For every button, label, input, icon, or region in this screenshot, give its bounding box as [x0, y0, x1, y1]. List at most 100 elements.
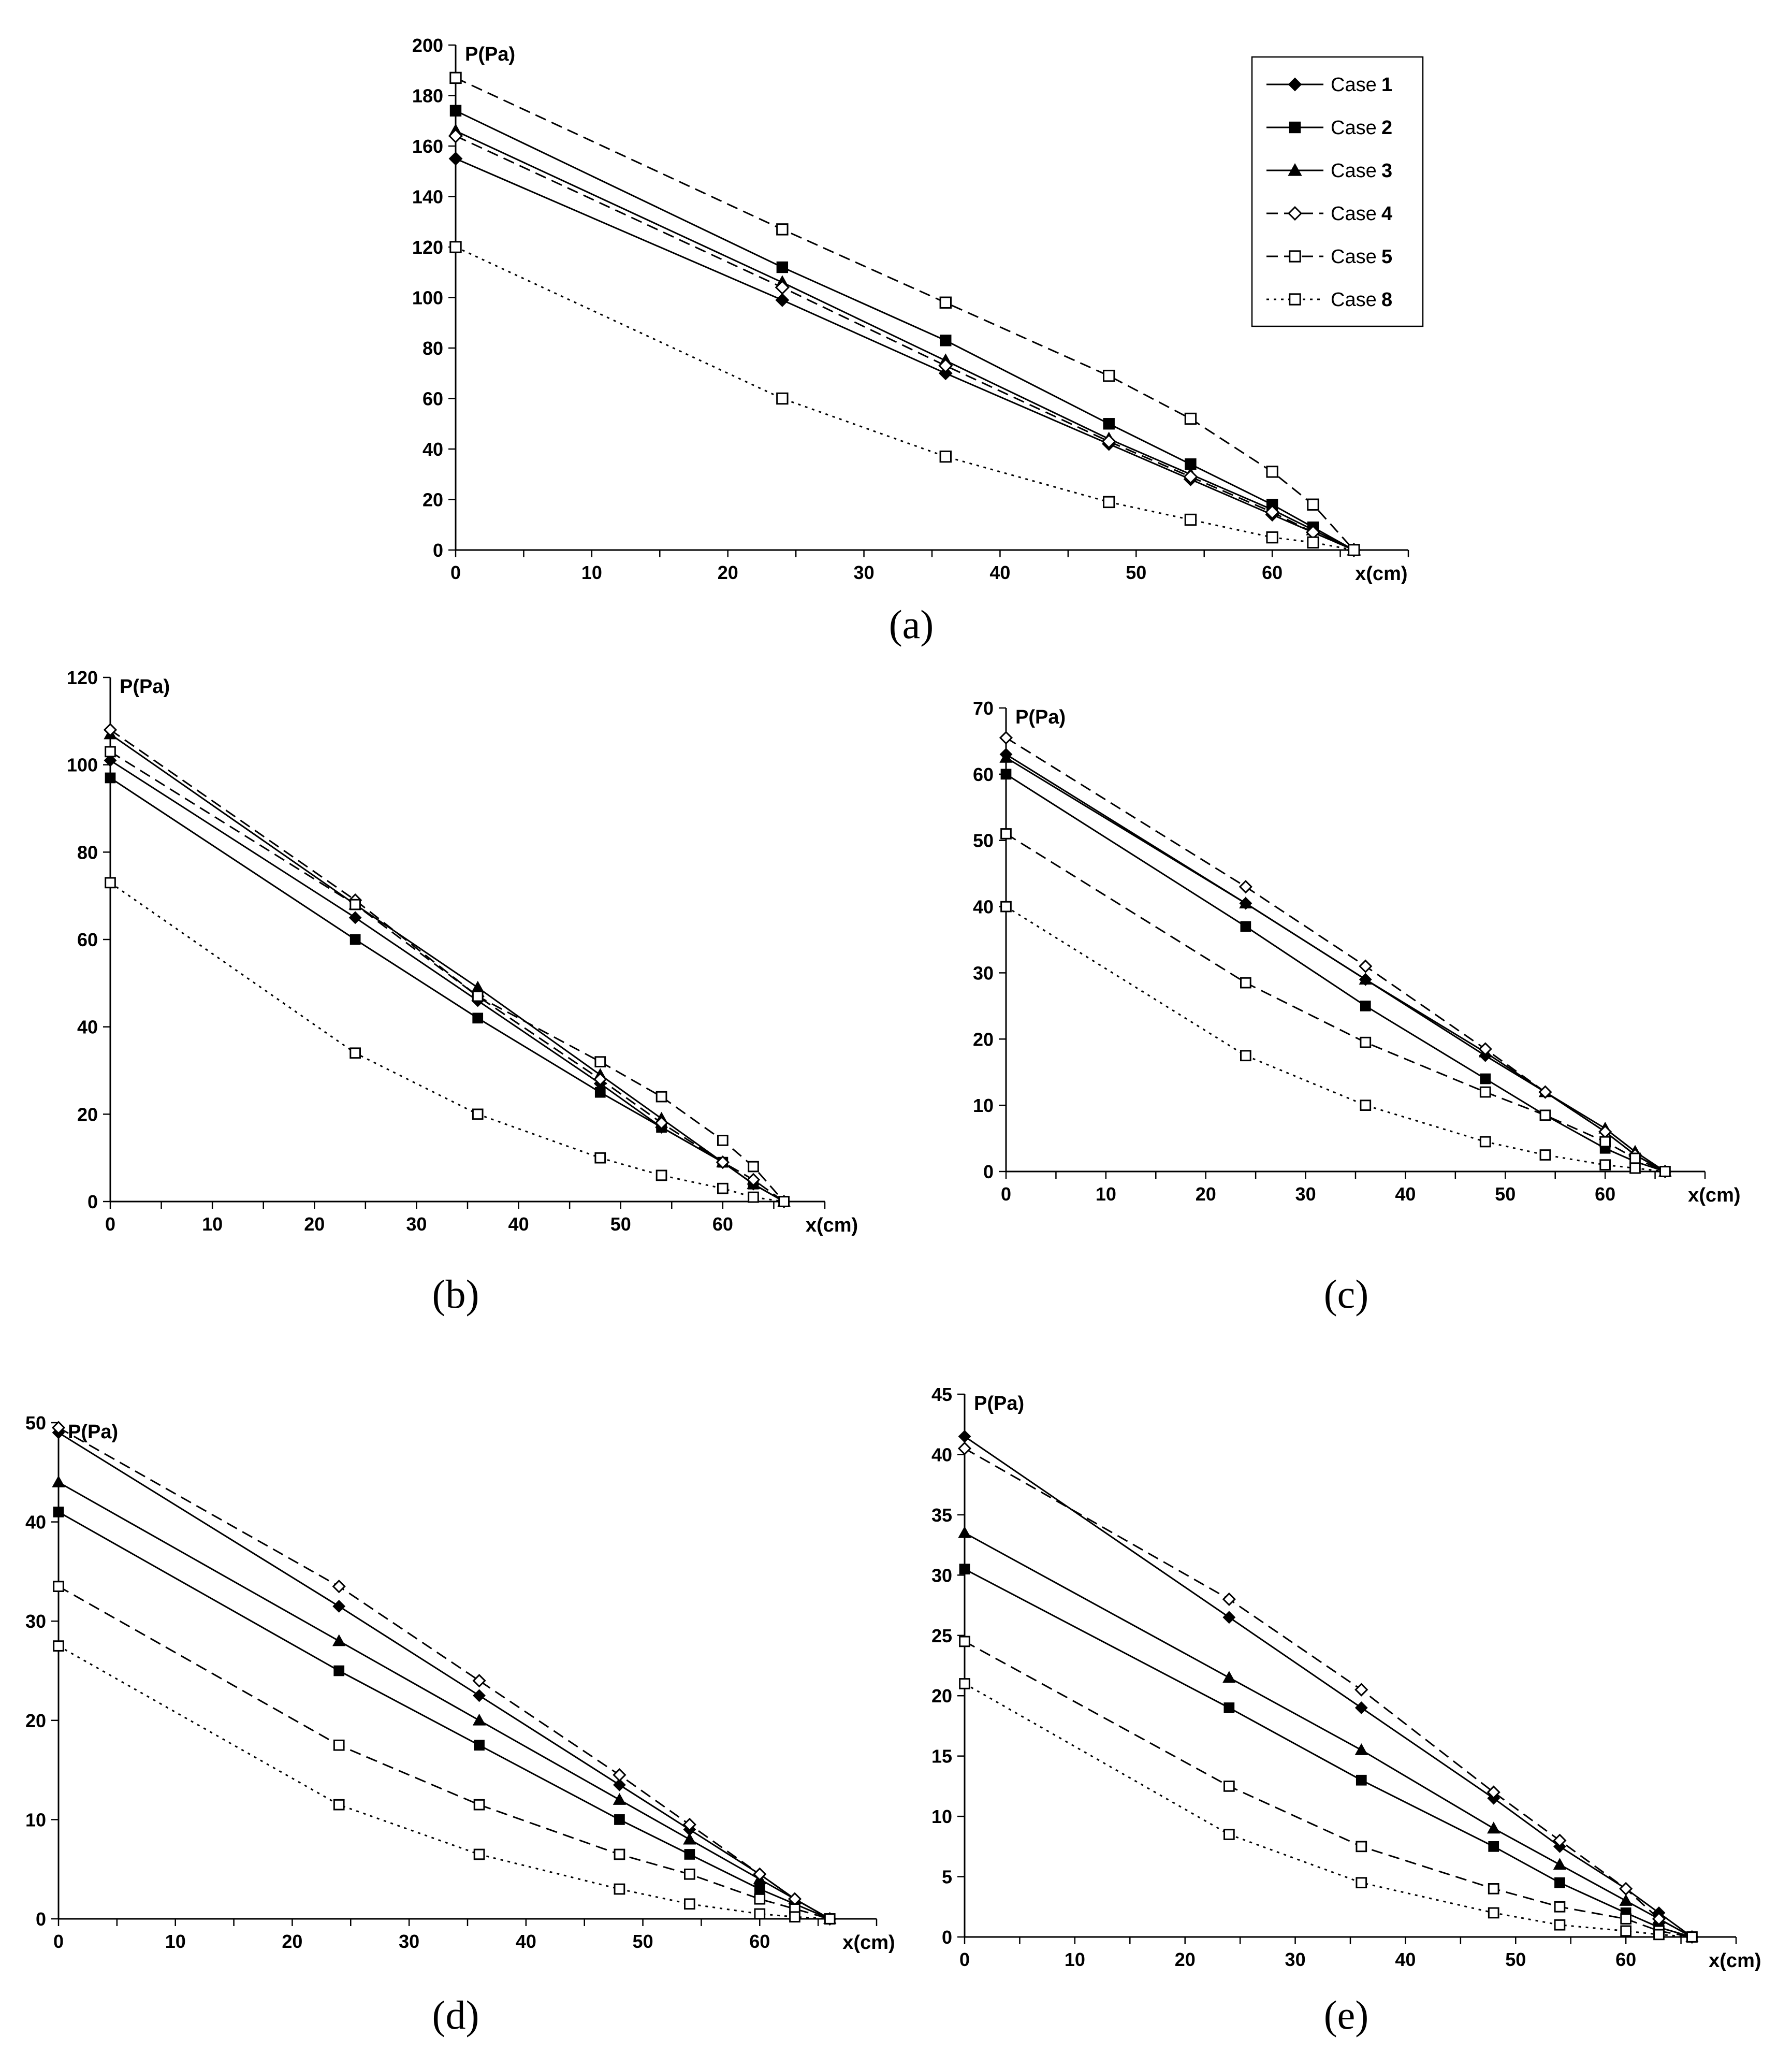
y-tick-label: 100 [412, 287, 443, 309]
marker-diamond [654, 1116, 668, 1130]
y-tick-label: 5 [942, 1867, 952, 1888]
marker-square [1686, 1931, 1698, 1943]
marker-square [1360, 1100, 1372, 1111]
y-tick-label: 35 [931, 1505, 952, 1526]
series-line-c8 [1006, 906, 1666, 1173]
y-tick-label: 10 [931, 1806, 952, 1827]
marker-square [105, 877, 116, 889]
marker-square [472, 1108, 484, 1120]
x-tick-label: 20 [282, 1931, 302, 1952]
marker-square [1554, 1901, 1566, 1913]
y-tick-label: 20 [973, 1029, 994, 1050]
legend-case-label: Case [1331, 74, 1377, 96]
marker-square [684, 1849, 695, 1860]
marker-diamond [448, 128, 463, 143]
y-tick-label: 200 [412, 35, 443, 56]
marker-square [1480, 1073, 1491, 1084]
marker-square [1629, 1152, 1641, 1164]
marker-square [333, 1665, 345, 1676]
legend-entry-c1: Case 1 [1266, 74, 1392, 96]
marker-square [1184, 513, 1197, 526]
marker-square [53, 1640, 64, 1652]
marker-square [472, 1013, 484, 1024]
marker-diamond [593, 1072, 607, 1086]
panel-label: (d) [432, 1992, 479, 2037]
y-tick-label: 10 [973, 1095, 994, 1116]
marker-square [473, 1799, 485, 1811]
marker-diamond [753, 1867, 767, 1881]
series-line-c5 [964, 1641, 1693, 1938]
marker-triangle [613, 1793, 627, 1805]
marker-triangle [999, 750, 1013, 763]
marker-square [1266, 466, 1278, 478]
x-tick-label: 50 [1505, 1949, 1526, 1970]
marker-diamond [775, 293, 790, 307]
marker-square [1488, 1907, 1499, 1919]
marker-diamond [1619, 1882, 1633, 1896]
series-c3 [104, 727, 791, 1207]
marker-diamond [1354, 1683, 1368, 1697]
marker-square [778, 1196, 790, 1207]
series-line-c2 [1006, 773, 1666, 1173]
x-tick-label: 10 [581, 562, 602, 583]
y-tick-label: 30 [25, 1611, 46, 1632]
y-tick-label: 60 [973, 764, 994, 785]
series-c4 [103, 723, 791, 1209]
y-tick-label: 60 [77, 929, 98, 950]
marker-square [594, 1152, 606, 1164]
series-line-c4 [455, 135, 1354, 551]
marker-square [1223, 1781, 1235, 1792]
series-c3 [999, 750, 1672, 1177]
y-tick-label: 30 [931, 1565, 952, 1586]
panel-label: (e) [1324, 1992, 1369, 2037]
marker-diamond [1652, 1912, 1666, 1926]
marker-square [684, 1868, 695, 1880]
y-tick-label: 40 [973, 896, 994, 918]
y-tick-label: 0 [36, 1908, 46, 1930]
x-tick-label: 50 [1126, 562, 1146, 583]
marker-square [776, 392, 789, 405]
marker-triangle [1239, 896, 1252, 908]
marker-triangle [1553, 1858, 1567, 1870]
panel-label: (a) [889, 602, 934, 647]
marker-square [449, 241, 462, 253]
marker-square [472, 990, 484, 1002]
marker-square [754, 1893, 766, 1905]
marker-diamond [348, 911, 362, 924]
x-tick-label: 0 [1001, 1183, 1011, 1205]
marker-square [1103, 418, 1115, 430]
marker-square [1629, 1162, 1641, 1174]
y-axis-label: P(Pa) [120, 676, 170, 698]
marker-diamond [1359, 959, 1373, 973]
marker-square [717, 1135, 729, 1146]
x-tick-label: 30 [854, 562, 875, 583]
marker-square [1539, 1149, 1551, 1161]
marker-diamond [332, 1600, 346, 1613]
marker-square [939, 450, 952, 463]
marker-square [1240, 977, 1251, 989]
y-tick-label: 140 [412, 186, 443, 208]
marker-square [748, 1191, 759, 1203]
marker-diamond [473, 1689, 486, 1702]
marker-square [789, 1911, 800, 1923]
series-line-c4 [1006, 737, 1666, 1173]
marker-square [349, 899, 361, 910]
marker-diamond [999, 731, 1013, 745]
x-tick-label: 0 [53, 1931, 64, 1952]
legend-entry-c5: Case 5 [1266, 246, 1392, 268]
marker-square [1659, 1166, 1671, 1177]
marker-square [939, 296, 952, 309]
marker-square [1356, 1774, 1367, 1786]
y-tick-label: 40 [25, 1512, 46, 1533]
panel-label: (c) [1324, 1271, 1369, 1317]
marker-diamond [958, 1430, 971, 1443]
y-tick-label: 120 [67, 667, 98, 688]
series-line-c1 [58, 1431, 831, 1920]
marker-triangle [1354, 1743, 1368, 1755]
x-axis-label: x(cm) [1688, 1184, 1740, 1206]
series-c5 [449, 71, 1360, 556]
marker-square [614, 1848, 625, 1860]
marker-square [1360, 1036, 1372, 1048]
marker-diamond [104, 754, 117, 767]
marker-square [614, 1814, 625, 1825]
